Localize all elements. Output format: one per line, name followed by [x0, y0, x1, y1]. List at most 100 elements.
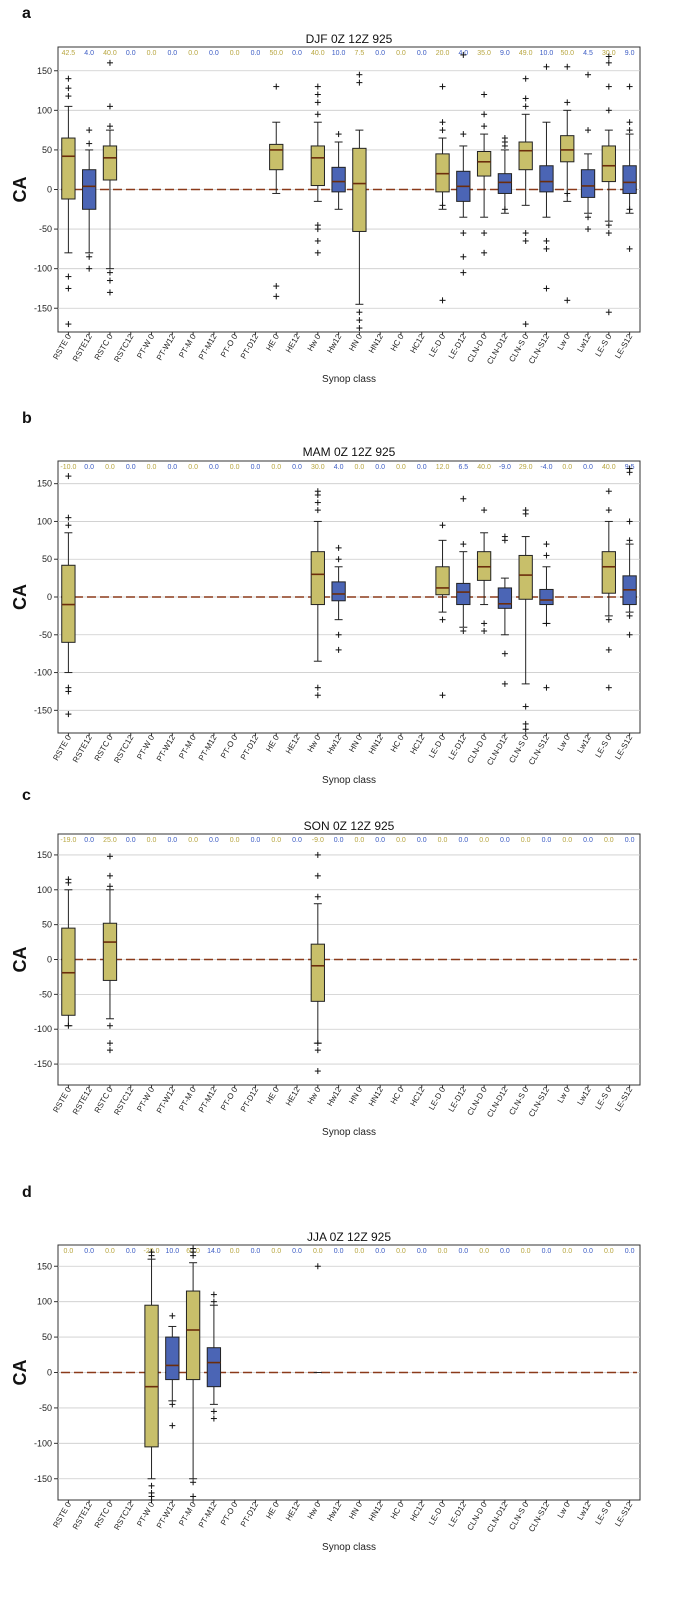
median-value-label: 0.0 — [334, 837, 344, 844]
x-tick-label: LE-D 0 — [427, 733, 448, 760]
median-value-label: 0.0 — [396, 464, 406, 471]
x-tick-label: PT-W 0 — [135, 332, 156, 360]
outlier-marker — [169, 1422, 176, 1429]
outlier-marker — [481, 123, 488, 130]
outlier-marker — [522, 720, 529, 727]
x-tick-label: HE 0 — [264, 1085, 281, 1105]
y-axis-label: CA — [10, 1360, 30, 1386]
x-tick-label: LE-S12 — [613, 332, 634, 360]
x-tick-label: PT-M 0 — [177, 1500, 198, 1527]
median-value-label: 4.0 — [334, 464, 344, 471]
outlier-marker — [86, 127, 93, 134]
outlier-marker — [210, 1291, 217, 1298]
median-value-label: 0.0 — [334, 1248, 344, 1255]
box-Hw 0 — [313, 1263, 322, 1373]
outlier-marker — [356, 309, 363, 316]
x-tick-label: HN 0 — [347, 733, 364, 754]
y-tick-label: -50 — [39, 630, 52, 640]
outlier-marker — [543, 63, 550, 70]
x-tick-label: HN12 — [367, 332, 385, 355]
median-value-label: 30.0 — [311, 464, 325, 471]
median-value-label: 0.0 — [209, 50, 219, 57]
iqr-box — [352, 147, 367, 232]
outlier-marker — [335, 544, 342, 551]
iqr-box — [165, 1336, 180, 1381]
median-value-label: 35.0 — [477, 50, 491, 57]
x-tick-label: LE-S12 — [613, 1085, 634, 1113]
outlier-marker — [439, 202, 446, 209]
x-tick-label: LE-D 0 — [427, 1500, 448, 1527]
median-value-label: 0.0 — [604, 837, 614, 844]
outlier-marker — [522, 507, 529, 514]
median-value-label: 0.0 — [396, 837, 406, 844]
y-tick-label: 50 — [42, 920, 52, 930]
outlier-marker — [106, 1022, 113, 1029]
x-tick-label: PT-D12 — [239, 1500, 261, 1528]
y-tick-label: -100 — [34, 1438, 52, 1448]
outlier-marker — [314, 692, 321, 699]
outlier-marker — [439, 83, 446, 90]
x-tick-label: Hw 0 — [306, 1500, 323, 1521]
outlier-marker — [106, 123, 113, 130]
x-tick-label: LE-D12 — [447, 1500, 469, 1528]
outlier-marker — [501, 206, 508, 213]
outlier-marker — [501, 135, 508, 142]
median-value-label: 6.5 — [458, 464, 468, 471]
median-value-label: 0.0 — [479, 1248, 489, 1255]
box-PT-M12 — [206, 1291, 222, 1422]
x-tick-label: Lw 0 — [556, 332, 573, 352]
outlier-marker — [106, 289, 113, 296]
median-value-label: 0.0 — [271, 464, 281, 471]
median-value-label: 0.0 — [583, 464, 593, 471]
x-tick-label: CLN-D12 — [485, 332, 510, 366]
x-tick-label: PT-O 0 — [219, 1085, 240, 1112]
outlier-marker — [439, 522, 446, 529]
outlier-marker — [314, 872, 321, 879]
median-value-label: 0.0 — [105, 1248, 115, 1255]
median-value-label: 29.0 — [519, 464, 533, 471]
median-value-label: 0.0 — [500, 1248, 510, 1255]
median-value-label: 0.0 — [84, 1248, 94, 1255]
outlier-marker — [605, 507, 612, 514]
x-tick-label: HE12 — [284, 332, 302, 354]
outlier-marker — [481, 620, 488, 627]
outlier-marker — [460, 495, 467, 502]
outlier-marker — [605, 230, 612, 237]
x-tick-label: PT-M12 — [197, 332, 219, 361]
x-tick-label: HC12 — [408, 332, 426, 355]
iqr-box — [206, 1347, 222, 1388]
outlier-marker — [314, 499, 321, 506]
box-Hw12 — [331, 131, 346, 210]
box-RSTE 0 — [61, 75, 76, 328]
y-tick-label: -50 — [39, 989, 52, 999]
x-tick-label: Lw 0 — [556, 733, 573, 753]
x-tick-label: HC 0 — [389, 733, 406, 754]
median-value-label: -9.0 — [499, 464, 511, 471]
y-tick-label: -100 — [34, 668, 52, 678]
outlier-marker — [190, 1493, 197, 1500]
box-PT-W12 — [165, 1312, 180, 1429]
median-value-label: 0.0 — [84, 837, 94, 844]
y-tick-label: 100 — [37, 1297, 52, 1307]
outlier-marker — [501, 533, 508, 540]
outlier-marker — [65, 285, 72, 292]
iqr-box — [518, 554, 533, 600]
x-tick-label: LE-D 0 — [427, 332, 448, 359]
outlier-marker — [481, 249, 488, 256]
y-tick-label: 100 — [37, 105, 52, 115]
median-value-label: 0.0 — [417, 1248, 427, 1255]
outlier-marker — [605, 53, 612, 60]
outlier-marker — [314, 91, 321, 98]
outlier-marker — [626, 119, 633, 126]
median-value-label: 12.0 — [436, 464, 450, 471]
iqr-box — [102, 922, 118, 981]
x-tick-label: HE 0 — [264, 733, 281, 753]
outlier-marker — [356, 317, 363, 324]
median-value-label: 0.0 — [126, 50, 136, 57]
median-value-label: 0.0 — [417, 50, 427, 57]
box-CLN-D 0 — [476, 91, 492, 256]
outlier-marker — [65, 93, 72, 100]
panel-letter: c — [22, 787, 31, 804]
panel-a: a DJF 0Z 12Z 925 -150 -100 -50 0 50 100 150 CA 42.… — [10, 5, 641, 385]
y-tick-label: -150 — [34, 1474, 52, 1484]
